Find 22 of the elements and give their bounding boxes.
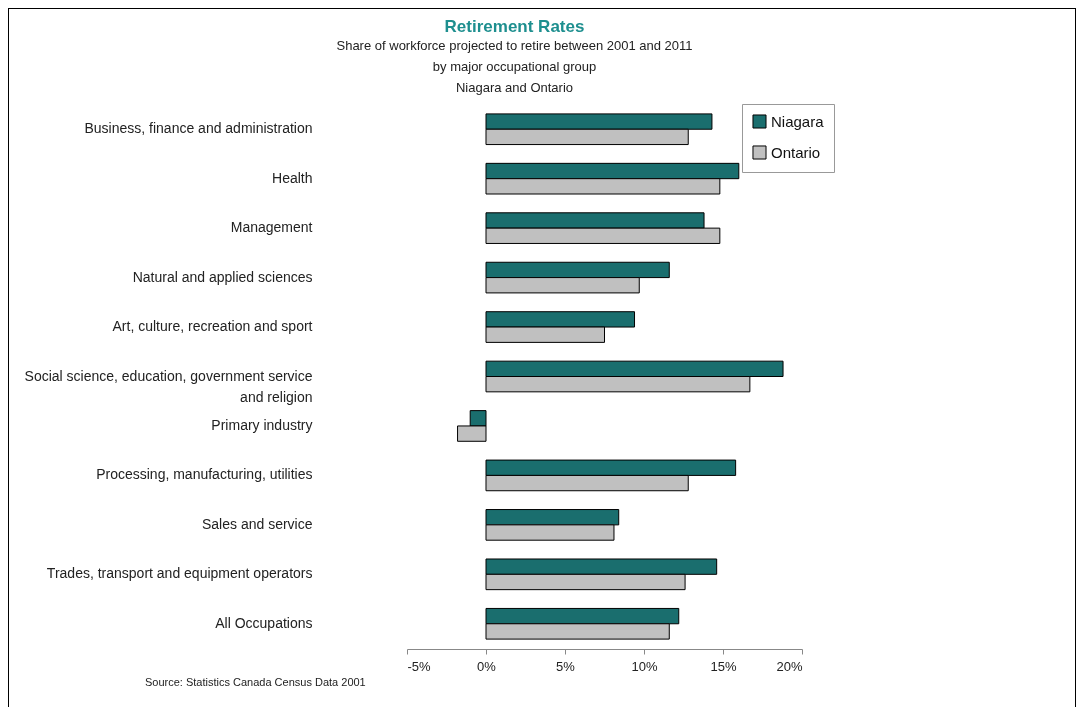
y-tick-label: All Occupations <box>215 614 313 631</box>
legend-label: Niagara <box>771 112 825 130</box>
y-tick-label: Art, culture, recreation and sport <box>112 318 313 335</box>
y-tick-label: Sales and service <box>201 515 313 532</box>
source-note: Source: Statistics Canada Census Data 2001 <box>145 676 366 688</box>
x-tick-label: -5% <box>407 658 432 674</box>
y-tick-label: Trades, transport and equipment operators <box>46 565 313 582</box>
x-tick-label: 10% <box>631 658 658 674</box>
y-tick-label: Management <box>230 219 313 236</box>
x-tick-label: 5% <box>556 658 576 674</box>
y-tick-label: Primary industry <box>211 416 313 433</box>
y-tick-label: Natural and applied sciences <box>132 268 313 285</box>
x-tick-label: 0% <box>477 658 497 674</box>
x-tick-label: 20% <box>776 658 803 674</box>
x-tick-label: 15% <box>710 658 737 674</box>
chart-title: Retirement Rates <box>444 16 585 36</box>
y-tick-label: Health <box>272 169 313 186</box>
y-tick-label: Processing, manufacturing, utilities <box>96 466 313 483</box>
y-tick-label: Business, finance and administration <box>84 120 313 137</box>
legend-label: Ontario <box>771 143 821 161</box>
chart-subtitle: Share of workforce projected to retire between 2001 and 2011 by major occupational group Niagara and Ontario <box>336 37 693 95</box>
y-tick-label: Social science, education, government service and religion <box>24 367 313 405</box>
